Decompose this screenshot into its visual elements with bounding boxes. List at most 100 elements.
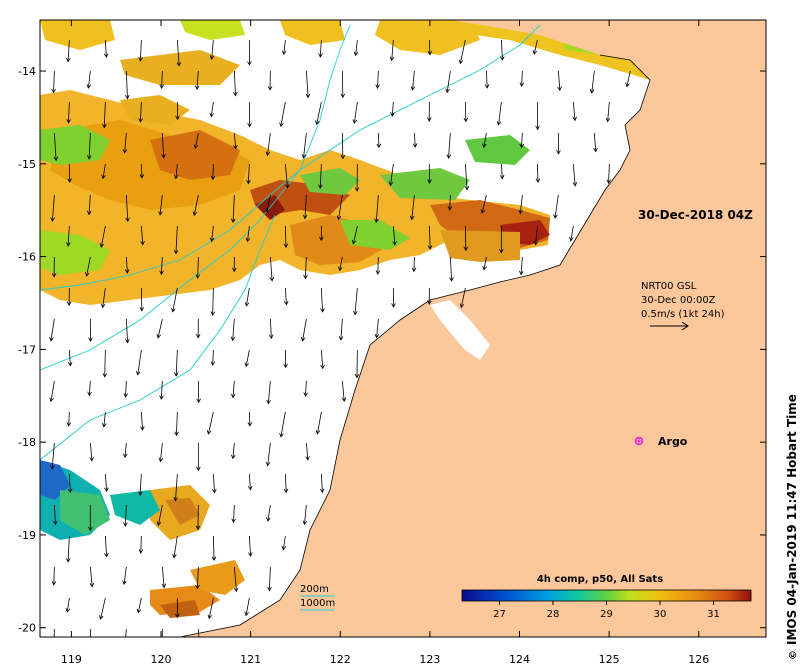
- current-vector-head: [246, 179, 251, 185]
- current-vector: [283, 39, 286, 55]
- current-vector-head: [352, 310, 358, 316]
- current-vector: [304, 194, 307, 219]
- current-vector: [304, 504, 307, 525]
- sst-patches: [40, 20, 740, 618]
- current-vector: [377, 132, 380, 148]
- current-vector-head: [51, 273, 57, 278]
- current-vector: [50, 318, 55, 341]
- current-vector-head: [102, 123, 107, 129]
- colorbar-tick-label: 30: [654, 609, 667, 620]
- current-vector-head: [340, 93, 346, 99]
- current-vector-head: [625, 82, 630, 88]
- current-vector: [88, 380, 91, 396]
- current-vector: [608, 163, 610, 184]
- current-vector: [557, 70, 561, 91]
- current-vector-head: [553, 214, 558, 219]
- current-vector: [248, 411, 251, 426]
- lon-tick-label: 121: [240, 653, 261, 666]
- current-vector-head: [354, 187, 360, 192]
- current-vector: [483, 256, 487, 270]
- current-vector: [66, 597, 70, 612]
- current-vector-head: [267, 86, 273, 91]
- current-vector-head: [519, 82, 525, 87]
- current-vector: [197, 566, 199, 589]
- current-vector: [352, 225, 358, 244]
- current-vector-head: [102, 373, 108, 378]
- current-vector: [248, 535, 251, 557]
- current-vector-head: [557, 86, 562, 92]
- current-vector: [125, 380, 127, 398]
- current-vector-head: [156, 333, 162, 339]
- current-vector: [520, 256, 523, 275]
- current-vector: [53, 566, 55, 585]
- current-vector: [104, 473, 108, 492]
- current-vector: [246, 287, 250, 306]
- current-vector: [232, 318, 235, 341]
- current-vector-head: [265, 461, 271, 467]
- current-vector: [100, 597, 106, 620]
- current-vector-head: [104, 552, 109, 558]
- current-vector-head: [305, 93, 311, 99]
- current-vector: [481, 194, 487, 214]
- current-vector: [88, 132, 91, 159]
- lon-tick-label: 119: [61, 653, 82, 666]
- current-vector-head: [353, 51, 359, 57]
- current-vector-head: [210, 175, 216, 181]
- current-vector-head: [161, 583, 167, 589]
- current-vector-head: [352, 119, 358, 125]
- lon-tick-label: 125: [599, 653, 620, 666]
- current-vector-head: [53, 156, 59, 162]
- current-vector: [266, 194, 271, 213]
- current-vector-head: [283, 243, 289, 249]
- current-vector-head: [123, 647, 127, 651]
- current-vector: [212, 473, 215, 493]
- current-vector-head: [139, 174, 145, 179]
- current-vector-head: [160, 648, 164, 652]
- current-vector: [52, 194, 55, 222]
- current-vector-head: [86, 210, 92, 216]
- current-vector: [500, 39, 503, 60]
- current-vector: [305, 442, 309, 460]
- current-vector: [535, 225, 538, 245]
- current-vector: [412, 70, 415, 90]
- current-vector-head: [449, 277, 454, 282]
- coastline: [179, 54, 651, 637]
- current-vector-head: [172, 553, 177, 559]
- current-vector: [161, 70, 163, 89]
- current-vector-head: [351, 239, 357, 245]
- colorbar-tick-label: 27: [493, 609, 506, 620]
- current-vector-head: [532, 50, 538, 55]
- current-vector: [232, 194, 235, 223]
- current-vector: [124, 132, 127, 153]
- current-vector-head: [283, 300, 289, 306]
- current-vector-head: [103, 53, 109, 59]
- current-vector: [464, 101, 467, 122]
- current-vector-head: [247, 422, 253, 427]
- current-vector-head: [50, 465, 55, 470]
- king-sound: [430, 300, 490, 360]
- current-vector: [247, 163, 250, 184]
- contour-legend-200m: 200m: [300, 584, 329, 595]
- current-vector: [160, 256, 163, 275]
- current-vector-head: [209, 237, 215, 243]
- current-vector: [140, 39, 142, 61]
- current-vector-head: [87, 391, 92, 397]
- current-vector-head: [248, 552, 253, 557]
- current-vector: [521, 70, 523, 87]
- current-vector: [67, 225, 70, 246]
- current-vector: [428, 225, 431, 250]
- current-vector: [316, 101, 322, 125]
- current-vector: [173, 535, 178, 558]
- current-vector-head: [374, 333, 380, 339]
- current-vector-head: [192, 211, 198, 217]
- current-vector: [282, 535, 286, 550]
- current-vector: [483, 132, 487, 148]
- current-vector: [392, 225, 396, 245]
- current-vector-head: [446, 154, 452, 159]
- current-vector-head: [341, 397, 347, 402]
- current-vector-head: [458, 59, 464, 65]
- current-vector-head: [89, 582, 95, 588]
- current-vector-head: [212, 488, 217, 494]
- current-vector-head: [209, 55, 215, 60]
- current-vector-head: [140, 240, 145, 246]
